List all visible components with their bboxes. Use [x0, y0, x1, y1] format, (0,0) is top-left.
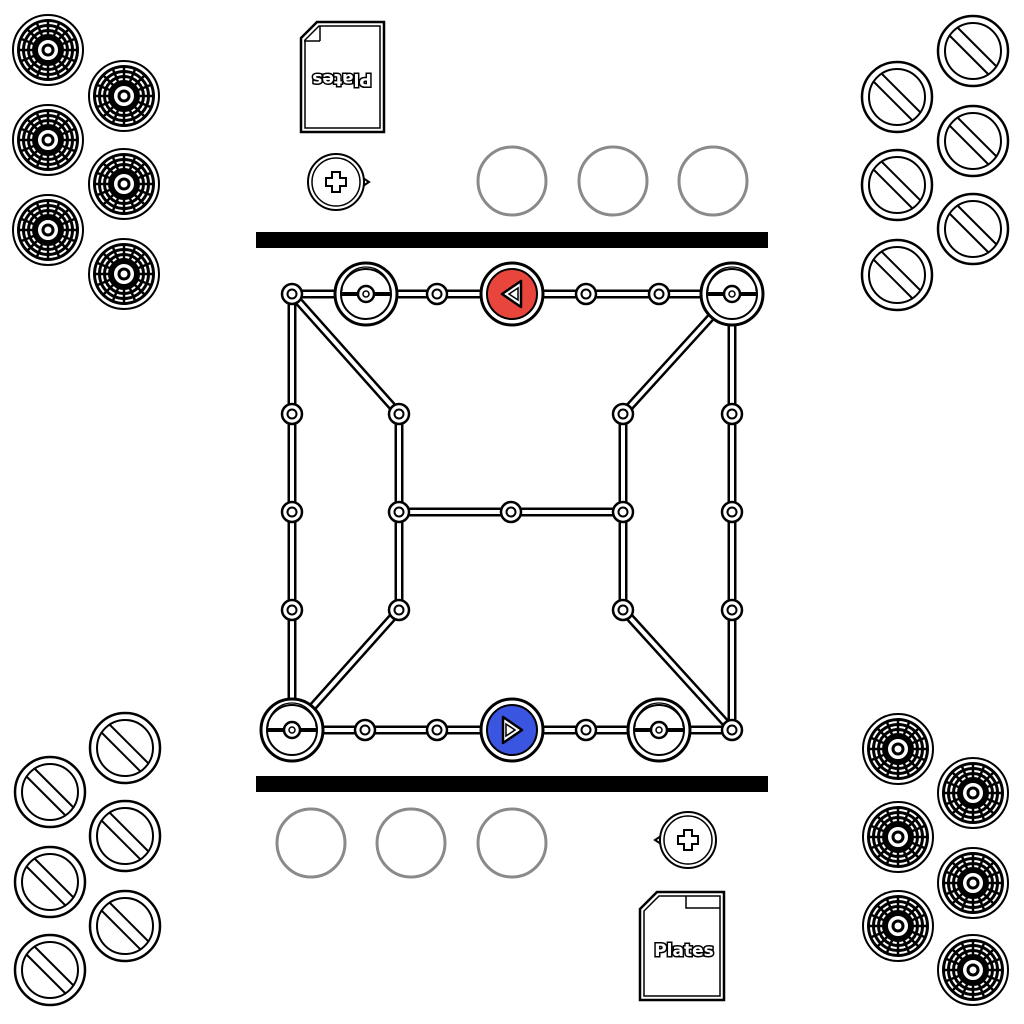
board-node[interactable] — [355, 720, 375, 740]
board-node[interactable] — [722, 600, 742, 620]
board-node[interactable] — [427, 284, 447, 304]
opponent-spent-piece — [862, 62, 932, 132]
opponent-spent-piece — [938, 194, 1008, 264]
opponent-reserve-piece[interactable] — [89, 61, 159, 131]
opponent-active-piece[interactable] — [481, 263, 543, 325]
board-node[interactable] — [722, 720, 742, 740]
player-spent-piece — [15, 847, 85, 917]
opponent-spent-piece — [938, 16, 1008, 86]
board-node[interactable] — [427, 720, 447, 740]
player-hand-slots — [277, 809, 546, 877]
opponent-reserve-piece[interactable] — [13, 105, 83, 175]
board-node[interactable] — [613, 600, 633, 620]
player-card-slot[interactable] — [277, 809, 345, 877]
board-node[interactable] — [613, 404, 633, 424]
start-node[interactable] — [261, 699, 323, 761]
start-node[interactable] — [701, 263, 763, 325]
opponent-hand-slots — [478, 147, 747, 215]
board-node[interactable] — [282, 600, 302, 620]
top-divider — [256, 232, 768, 248]
board-node[interactable] — [722, 502, 742, 522]
opponent-card-slot[interactable] — [478, 147, 546, 215]
board-node[interactable] — [389, 600, 409, 620]
player-reserve-piece[interactable] — [938, 848, 1008, 918]
player-spent-piece — [15, 935, 85, 1005]
player-card-slot[interactable] — [377, 809, 445, 877]
opponent-deck[interactable]: Plates — [301, 22, 384, 132]
start-node[interactable] — [628, 699, 690, 761]
opponent-reserve-piece[interactable] — [13, 195, 83, 265]
opponent-reserve-piece[interactable] — [89, 239, 159, 309]
board-node[interactable] — [501, 502, 521, 522]
player-reserve-piece[interactable] — [938, 758, 1008, 828]
opponent-spent-piece — [938, 106, 1008, 176]
board-node[interactable] — [576, 720, 596, 740]
player-spent-piece — [90, 891, 160, 961]
opponent-reserve-piece[interactable] — [13, 15, 83, 85]
opponent-energy-button[interactable] — [308, 154, 369, 210]
board-node[interactable] — [722, 404, 742, 424]
player-reserve-piece[interactable] — [938, 935, 1008, 1005]
board-node[interactable] — [389, 502, 409, 522]
player-active-piece[interactable] — [481, 699, 543, 761]
player-reserve-piece[interactable] — [863, 714, 933, 784]
player-reserve-piece[interactable] — [863, 891, 933, 961]
player-card-slot[interactable] — [478, 809, 546, 877]
board-node[interactable] — [576, 284, 596, 304]
board-node[interactable] — [282, 404, 302, 424]
opponent-card-slot[interactable] — [579, 147, 647, 215]
opponent-reserve-piece[interactable] — [89, 149, 159, 219]
start-node[interactable] — [335, 263, 397, 325]
player-reserve-piece[interactable] — [863, 802, 933, 872]
player-deck-label: Plates — [654, 941, 714, 961]
board-node[interactable] — [649, 284, 669, 304]
player-spent-piece — [90, 713, 160, 783]
player-deck[interactable]: Plates — [640, 892, 724, 1000]
bottom-divider — [256, 776, 768, 792]
board-node[interactable] — [282, 502, 302, 522]
player-spent-piece — [90, 801, 160, 871]
player-energy-button[interactable] — [655, 812, 716, 868]
player-spent-piece — [15, 757, 85, 827]
opponent-spent-piece — [862, 240, 932, 310]
board-node[interactable] — [613, 502, 633, 522]
opponent-spent-piece — [862, 150, 932, 220]
opponent-card-slot[interactable] — [679, 147, 747, 215]
board-node[interactable] — [282, 284, 302, 304]
board-node[interactable] — [389, 404, 409, 424]
opponent-deck-label: Plates — [312, 69, 372, 89]
